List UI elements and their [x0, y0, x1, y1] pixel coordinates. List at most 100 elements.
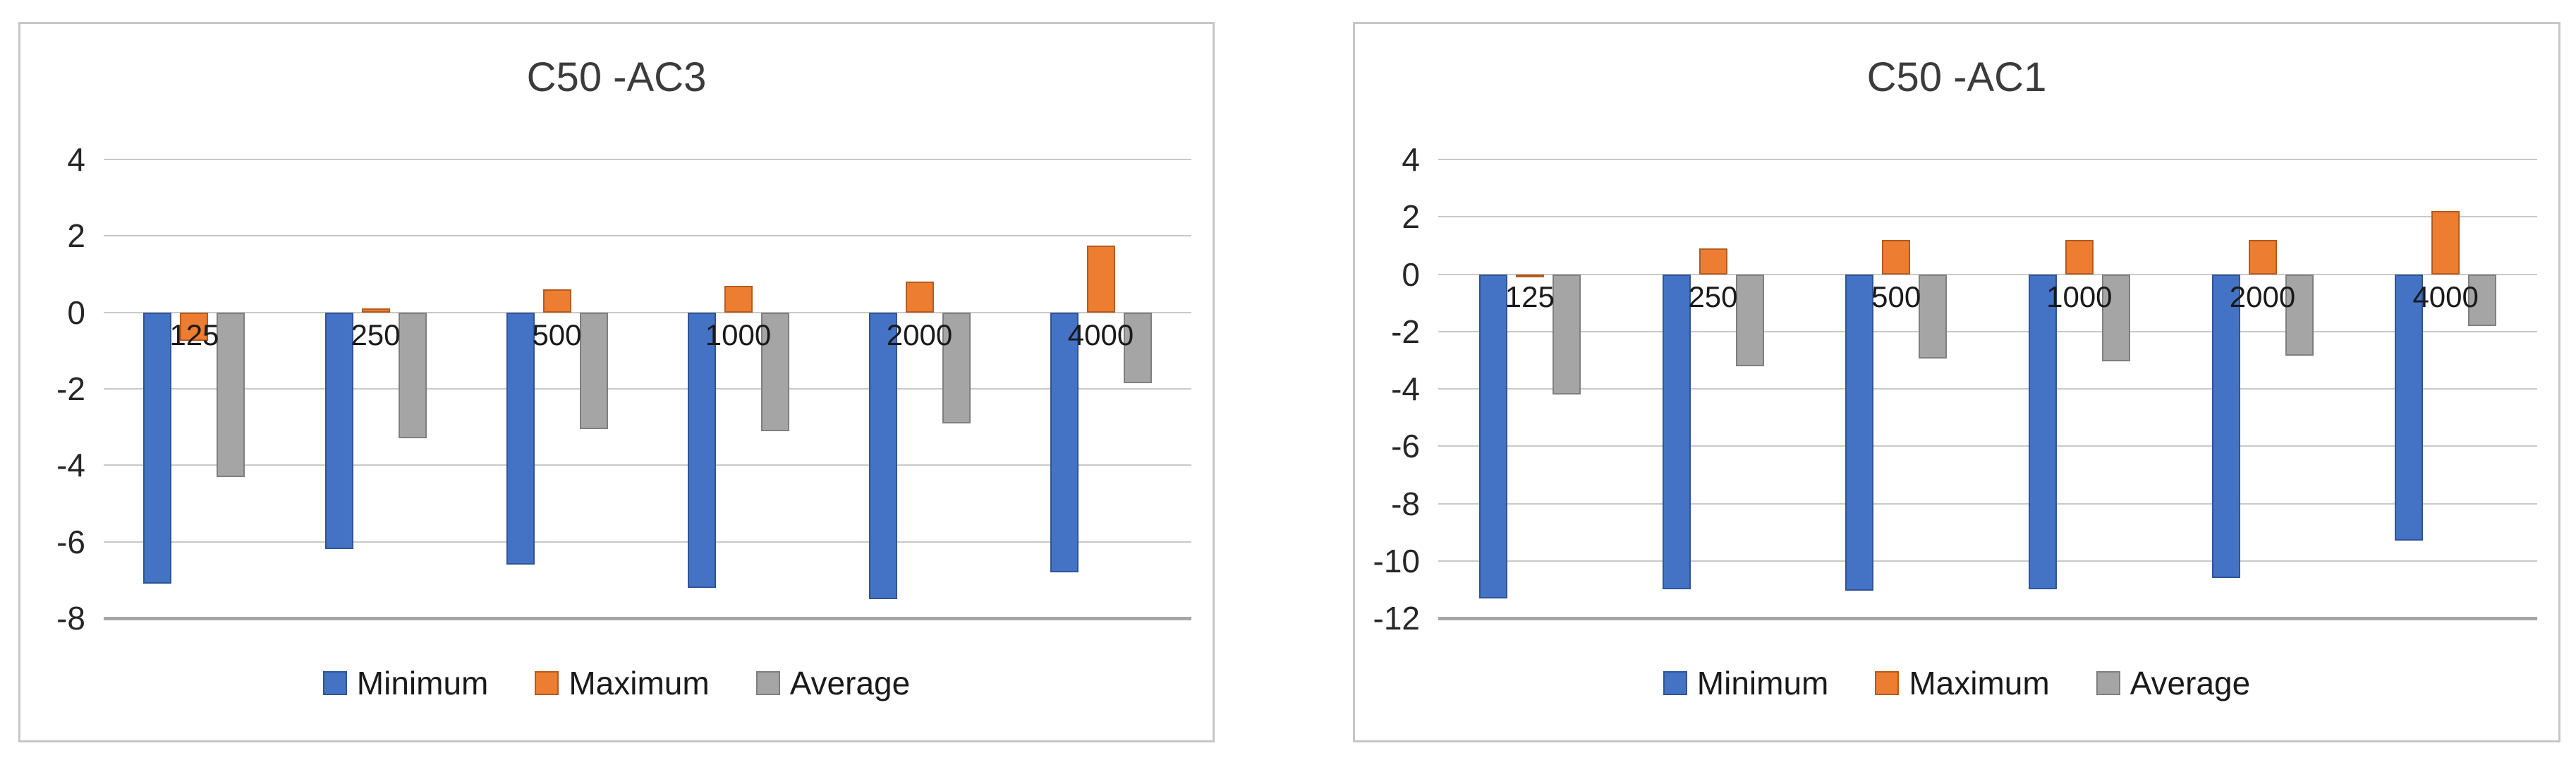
gridline [1438, 159, 2537, 160]
y-tick-label: -10 [1373, 542, 1420, 579]
category-label: 250 [351, 318, 401, 351]
bar-minimum-500 [506, 312, 535, 565]
bar-maximum-4000 [2431, 211, 2460, 275]
bar-minimum-125 [143, 312, 172, 584]
y-tick-label: 2 [1402, 198, 1420, 236]
y-tick-label: -6 [1391, 428, 1420, 465]
legend-item-maximum: Maximum [1875, 664, 2050, 702]
y-tick-label: -4 [1391, 371, 1420, 407]
y-tick-label: 0 [1402, 255, 1420, 293]
bar-average-4000 [1123, 312, 1152, 383]
gridline [104, 311, 1191, 313]
gridline [1438, 560, 2537, 562]
plot-area: 125 250 500 1000 2000 4000 [104, 159, 1191, 620]
gridline [1438, 617, 2537, 620]
bar-maximum-500 [1882, 239, 1911, 275]
bar-maximum-125 [180, 312, 209, 342]
category-label: 1000 [2046, 279, 2113, 313]
gridline [1438, 330, 2537, 332]
bar-maximum-125 [1515, 274, 1544, 277]
chart-title: C50 -AC3 [526, 54, 707, 100]
category-label: 250 [1688, 279, 1738, 313]
category-label: 500 [532, 318, 582, 351]
legend-label: Minimum [356, 665, 489, 701]
bar-group-4000: 4000 [1050, 159, 1152, 618]
category-label: 2000 [2229, 279, 2296, 313]
chart-title: C50 -AC1 [1866, 54, 2047, 100]
gridline [104, 388, 1191, 390]
bar-average-1000 [760, 312, 789, 431]
bar-average-125 [1552, 274, 1581, 395]
gridline [104, 235, 1191, 237]
legend: Minimum Maximum Average [1355, 658, 2558, 709]
bar-maximum-4000 [1086, 245, 1115, 313]
y-tick-label: -2 [56, 371, 85, 407]
bar-average-125 [217, 312, 245, 477]
gridline [104, 159, 1191, 160]
y-tick-label: -4 [56, 447, 85, 484]
bar-average-4000 [2468, 274, 2497, 326]
gridline [104, 617, 1191, 620]
category-label: 500 [1871, 279, 1921, 313]
bar-maximum-500 [542, 289, 571, 313]
category-label: 1000 [705, 318, 772, 351]
gridline [1438, 502, 2537, 505]
bar-maximum-2000 [905, 282, 934, 313]
y-tick-label: -8 [56, 600, 85, 637]
bar-group-125: 125 [143, 159, 245, 618]
bar-minimum-4000 [1050, 312, 1079, 572]
legend-label: Average [2130, 665, 2251, 701]
bar-average-1000 [2101, 274, 2130, 362]
legend-item-average: Average [2096, 664, 2251, 702]
legend-label: Maximum [569, 665, 710, 701]
bar-average-2000 [942, 312, 971, 423]
plot-area: 125 250 500 1000 2000 4000 [1438, 159, 2537, 620]
bar-group-2000: 2000 [2211, 159, 2314, 618]
gridline [1438, 216, 2537, 218]
bar-minimum-2000 [868, 312, 897, 599]
category-label: 2000 [886, 318, 953, 351]
bar-average-250 [1735, 274, 1764, 366]
chart-panel-c50-ac1: C50 -AC1 125 250 500 1000 2000 4000 Minimum Ma… [1353, 22, 2560, 742]
bar-maximum-250 [361, 308, 390, 313]
bar-average-500 [1919, 274, 1948, 359]
gridline [104, 541, 1191, 543]
bar-minimum-250 [1662, 274, 1691, 590]
legend-label: Average [789, 665, 911, 701]
legend-label: Minimum [1696, 665, 1829, 701]
legend-marker-minimum [1663, 671, 1687, 695]
bar-average-2000 [2285, 274, 2314, 356]
category-label: 4000 [2412, 279, 2479, 313]
legend-marker-maximum [1875, 671, 1900, 695]
gridline [1438, 388, 2537, 390]
bar-minimum-250 [324, 312, 353, 550]
bar-group-4000: 4000 [2395, 159, 2497, 618]
legend-item-maximum: Maximum [535, 664, 710, 702]
bar-group-250: 250 [324, 159, 427, 618]
legend-item-average: Average [755, 664, 911, 702]
bar-group-250: 250 [1662, 159, 1764, 618]
bar-group-2000: 2000 [868, 159, 971, 618]
legend-item-minimum: Minimum [322, 664, 489, 702]
legend-label: Maximum [1909, 665, 2050, 701]
y-tick-label: -6 [56, 523, 85, 560]
chart-panel-c50-ac3: C50 -AC3 125 250 500 1000 2000 4000 Minimum Ma… [18, 22, 1215, 742]
bar-maximum-2000 [2248, 239, 2277, 275]
bar-group-500: 500 [1845, 159, 1948, 618]
category-label: 125 [1505, 279, 1555, 313]
bar-minimum-1000 [2028, 274, 2057, 590]
bar-minimum-4000 [2395, 274, 2424, 541]
legend-marker-average [755, 671, 780, 695]
gridline [1438, 445, 2537, 447]
bar-group-1000: 1000 [2028, 159, 2130, 618]
y-tick-label: 0 [67, 294, 85, 331]
legend-marker-minimum [322, 671, 347, 695]
legend-marker-maximum [535, 671, 559, 695]
bar-minimum-1000 [687, 312, 716, 588]
bar-group-500: 500 [506, 159, 608, 618]
bar-minimum-500 [1845, 274, 1874, 591]
y-tick-label: -2 [1391, 313, 1420, 350]
y-tick-label: 2 [67, 217, 85, 255]
bar-minimum-2000 [2211, 274, 2240, 579]
bar-group-125: 125 [1478, 159, 1581, 618]
